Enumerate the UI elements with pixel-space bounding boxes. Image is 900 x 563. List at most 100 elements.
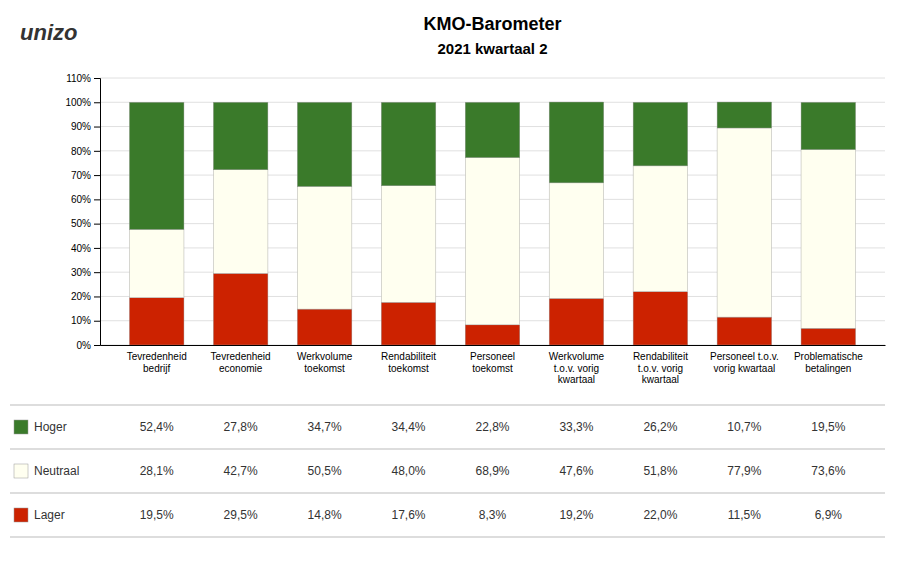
data-label: 47,6% bbox=[559, 464, 593, 478]
tick-label-line: betalingen bbox=[805, 363, 851, 374]
bar bbox=[297, 186, 352, 309]
tick-label: Tevredenheideconomie bbox=[211, 351, 271, 374]
data-label: 8,3% bbox=[479, 508, 507, 522]
bar bbox=[549, 102, 604, 183]
bar bbox=[549, 298, 604, 345]
bar bbox=[381, 102, 436, 185]
tick-label: 110% bbox=[66, 73, 91, 84]
bar bbox=[465, 158, 520, 325]
tick-label-line: Personeel t.o.v. bbox=[710, 351, 779, 362]
bar bbox=[381, 302, 436, 345]
bar bbox=[213, 273, 268, 345]
row-label: Lager bbox=[34, 508, 65, 522]
tick: 40% bbox=[71, 243, 100, 254]
data-label: 48,0% bbox=[392, 464, 426, 478]
data-label: 22,0% bbox=[643, 508, 677, 522]
tick-label: 60% bbox=[71, 194, 91, 205]
bar bbox=[129, 229, 184, 297]
legend-swatch bbox=[14, 508, 28, 522]
tick: 70% bbox=[71, 170, 100, 181]
data-label: 33,3% bbox=[559, 420, 593, 434]
bar bbox=[465, 102, 520, 157]
row-label: Neutraal bbox=[34, 464, 79, 478]
tick-label: Personeel t.o.v.vorig kwartaal bbox=[710, 351, 779, 374]
tick-label-line: bedrijf bbox=[143, 363, 170, 374]
tick-label: 0% bbox=[77, 340, 92, 351]
tick: 20% bbox=[71, 291, 100, 302]
bar bbox=[297, 309, 352, 345]
legend-swatch bbox=[14, 464, 28, 478]
tick-mark bbox=[94, 78, 100, 79]
data-label: 34,4% bbox=[392, 420, 426, 434]
tick-label: 100% bbox=[65, 97, 91, 108]
tick-label: Werkvolumet.o.v. vorigkwartaal bbox=[549, 351, 605, 385]
table-row: Neutraal28,1%42,7%50,5%48,0%68,9%47,6%51… bbox=[14, 464, 846, 478]
bar bbox=[633, 292, 688, 345]
data-label: 19,2% bbox=[559, 508, 593, 522]
tick-label-line: Problematische bbox=[794, 351, 863, 362]
tick-label-line: Tevredenheid bbox=[211, 351, 271, 362]
table-divider bbox=[10, 405, 885, 406]
tick: 0% bbox=[77, 340, 100, 351]
tick-label-line: Rendabiliteit bbox=[633, 351, 688, 362]
tick-label-line: kwartaal bbox=[642, 374, 679, 385]
axis-line bbox=[101, 345, 886, 346]
tick: 110% bbox=[66, 73, 100, 84]
table-divider bbox=[10, 493, 885, 494]
tick: Rendabiliteittoekomst bbox=[381, 351, 436, 374]
tick-label: 30% bbox=[71, 267, 91, 278]
tick: Rendabiliteitt.o.v. vorigkwartaal bbox=[633, 351, 688, 385]
tick: Werkvolumet.o.v. vorigkwartaal bbox=[549, 351, 605, 385]
data-label: 6,9% bbox=[815, 508, 843, 522]
tick-mark bbox=[94, 345, 100, 346]
data-label: 19,5% bbox=[811, 420, 845, 434]
bar bbox=[633, 102, 688, 166]
tick-mark bbox=[94, 151, 100, 152]
bar bbox=[801, 102, 856, 149]
data-label: 27,8% bbox=[224, 420, 258, 434]
tick-mark bbox=[94, 127, 100, 128]
tick-label: 90% bbox=[71, 121, 91, 132]
tick-label: Problematischebetalingen bbox=[794, 351, 863, 374]
tick-label-line: Personeel bbox=[470, 351, 515, 362]
tick: Personeeltoekomst bbox=[470, 351, 515, 374]
data-label: 52,4% bbox=[140, 420, 174, 434]
data-label: 14,8% bbox=[308, 508, 342, 522]
bar bbox=[549, 183, 604, 299]
tick-label: Werkvolumetoekomst bbox=[297, 351, 353, 374]
tick: Personeel t.o.v.vorig kwartaal bbox=[710, 351, 779, 374]
table-divider bbox=[10, 449, 885, 450]
annotation: unizo bbox=[20, 20, 77, 45]
bar bbox=[801, 328, 856, 345]
data-label: 29,5% bbox=[224, 508, 258, 522]
tick-label-line: t.o.v. vorig bbox=[638, 363, 683, 374]
tick-label: Personeeltoekomst bbox=[470, 351, 515, 374]
tick-label-line: toekomst bbox=[304, 363, 345, 374]
tick-mark bbox=[94, 102, 100, 103]
tick-mark bbox=[94, 296, 100, 297]
bar bbox=[213, 102, 268, 169]
bar bbox=[129, 102, 184, 229]
data-label: 73,6% bbox=[811, 464, 845, 478]
tick-label: 50% bbox=[71, 218, 91, 229]
data-label: 51,8% bbox=[643, 464, 677, 478]
plot: 0%10%20%30%40%50%60%70%80%90%100%110%Tev… bbox=[65, 73, 885, 385]
table: Hoger52,4%27,8%34,7%34,4%22,8%33,3%26,2%… bbox=[10, 405, 885, 537]
tick-mark bbox=[94, 321, 100, 322]
tick-label: Rendabiliteittoekomst bbox=[381, 351, 436, 374]
x-axis: TevredenheidbedrijfTevredenheideconomieW… bbox=[101, 346, 886, 386]
tick-label: 40% bbox=[71, 243, 91, 254]
tick-label: Tevredenheidbedrijf bbox=[127, 351, 187, 374]
data-label: 68,9% bbox=[475, 464, 509, 478]
row-label: Hoger bbox=[34, 420, 67, 434]
tick: Werkvolumetoekomst bbox=[297, 351, 353, 374]
tick-label-line: Werkvolume bbox=[297, 351, 353, 362]
bar bbox=[129, 298, 184, 345]
title: KMO-Barometer bbox=[423, 14, 561, 34]
subtitle: 2021 kwartaal 2 bbox=[437, 40, 547, 57]
tick: 10% bbox=[71, 315, 100, 326]
tick-label-line: Rendabiliteit bbox=[381, 351, 436, 362]
grid bbox=[100, 78, 885, 345]
tick-mark bbox=[94, 175, 100, 176]
axis-line bbox=[94, 79, 101, 346]
